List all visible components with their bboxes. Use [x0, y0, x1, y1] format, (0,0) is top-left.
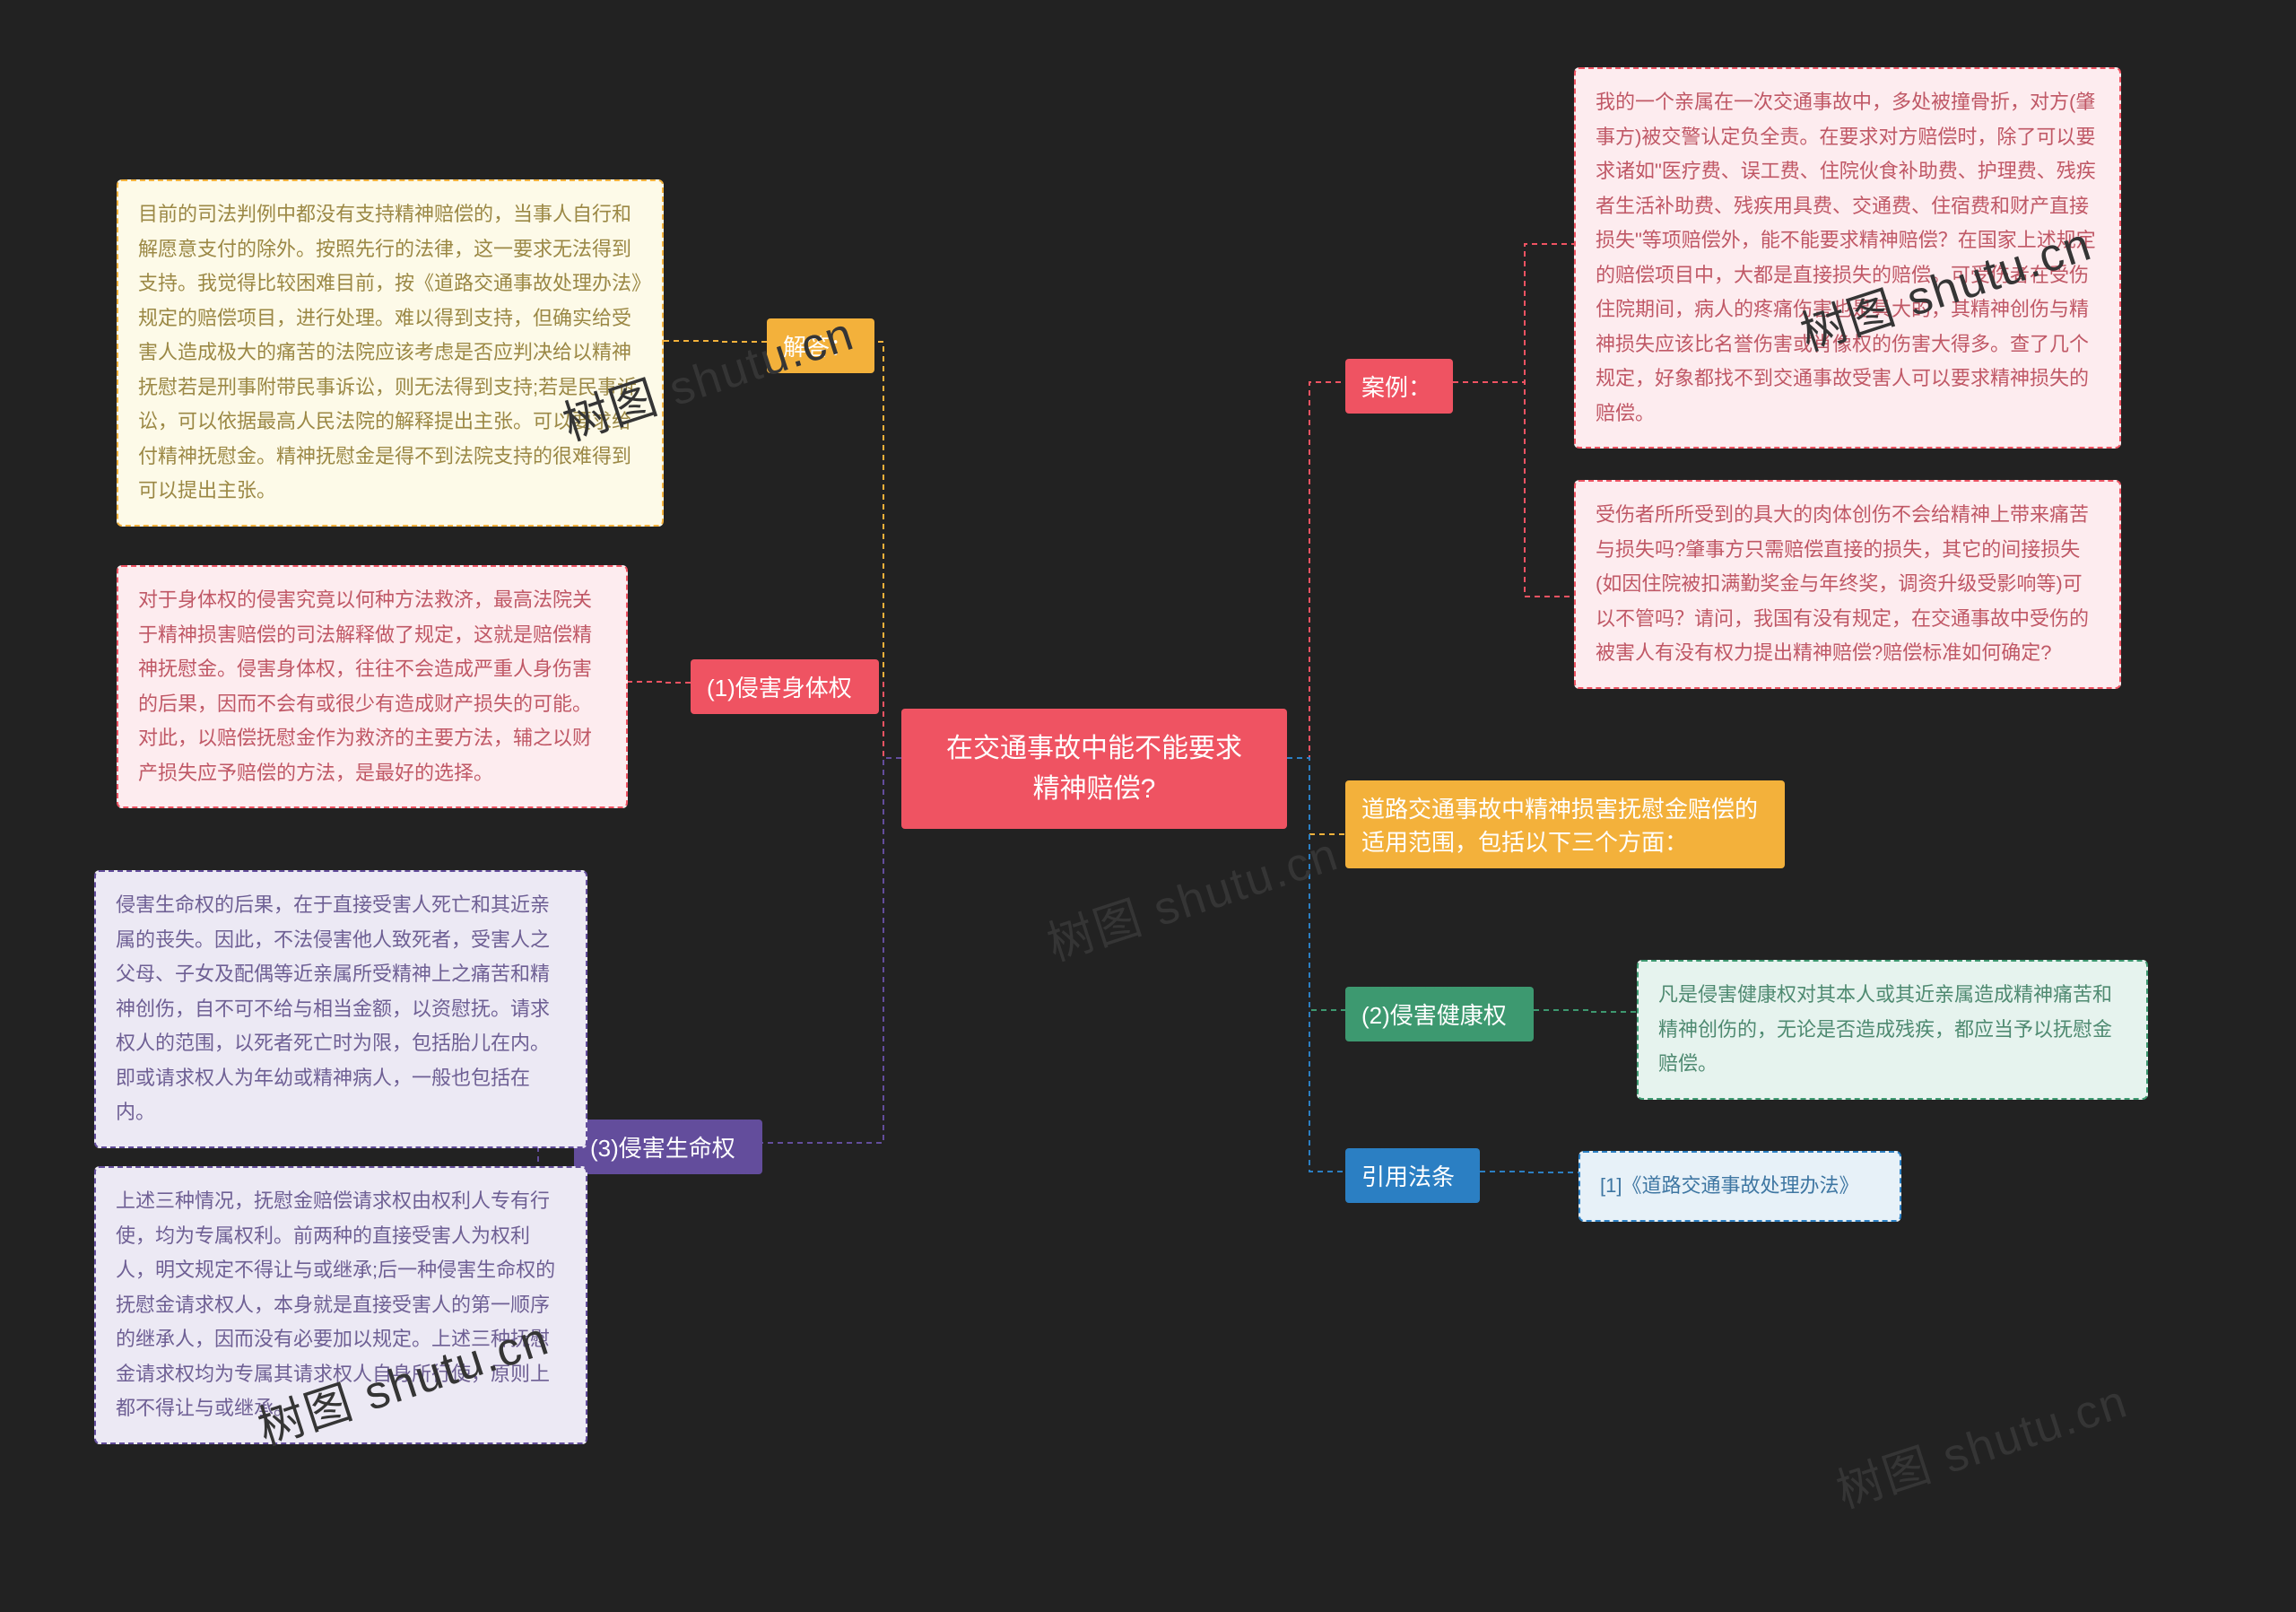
connector [1453, 382, 1574, 597]
branch-case: 案例： [1345, 359, 1453, 414]
leaf-health-0: 凡是侵害健康权对其本人或其近亲属造成精神痛苦和精神创伤的，无论是否造成残疾，都应… [1637, 960, 2148, 1100]
connector [1534, 1010, 1637, 1012]
connector [1453, 244, 1574, 382]
center-node: 在交通事故中能不能要求精神赔偿? [901, 709, 1287, 829]
connector [1287, 758, 1345, 834]
mindmap-canvas: 在交通事故中能不能要求精神赔偿? 解答： 目前的司法判例中都没有支持精神赔偿的，当… [0, 0, 2296, 1612]
branch-law: 引用法条 [1345, 1148, 1480, 1203]
connector [762, 758, 901, 1143]
watermark: 树图 shutu.cn [1827, 1364, 2135, 1521]
branch-health: (2)侵害健康权 [1345, 987, 1534, 1041]
branch-body: (1)侵害身体权 [691, 659, 879, 714]
branch-scope: 道路交通事故中精神损害抚慰金赔偿的适用范围，包括以下三个方面： [1345, 780, 1785, 868]
leaf-answer-0: 目前的司法判例中都没有支持精神赔偿的，当事人自行和解愿意支付的除外。按照先行的法… [117, 179, 664, 527]
branch-answer: 解答： [767, 318, 874, 373]
branch-life: (3)侵害生命权 [574, 1120, 762, 1174]
leaf-life-0: 侵害生命权的后果，在于直接受害人死亡和其近亲属的丧失。因此，不法侵害他人致死者，… [94, 870, 587, 1148]
connector [664, 341, 767, 342]
connector [879, 683, 901, 758]
leaf-case-0: 我的一个亲属在一次交通事故中，多处被撞骨折，对方(肇事方)被交警认定负全责。在要… [1574, 67, 2121, 449]
connector [1287, 758, 1345, 1010]
leaf-law-0: [1]《道路交通事故处理办法》 [1578, 1151, 1901, 1222]
connector [1287, 758, 1345, 1172]
connector [1287, 382, 1345, 758]
leaf-life-1: 上述三种情况，抚慰金赔偿请求权由权利人专有行使，均为专属权利。前两种的直接受害人… [94, 1166, 587, 1444]
connector [628, 682, 691, 683]
leaf-body-0: 对于身体权的侵害究竟以何种方法救济，最高法院关于精神损害赔偿的司法解释做了规定，… [117, 565, 628, 808]
watermark: 树图 shutu.cn [1038, 816, 1346, 973]
leaf-case-1: 受伤者所所受到的具大的肉体创伤不会给精神上带来痛苦与损失吗?肇事方只需赔偿直接的… [1574, 480, 2121, 689]
